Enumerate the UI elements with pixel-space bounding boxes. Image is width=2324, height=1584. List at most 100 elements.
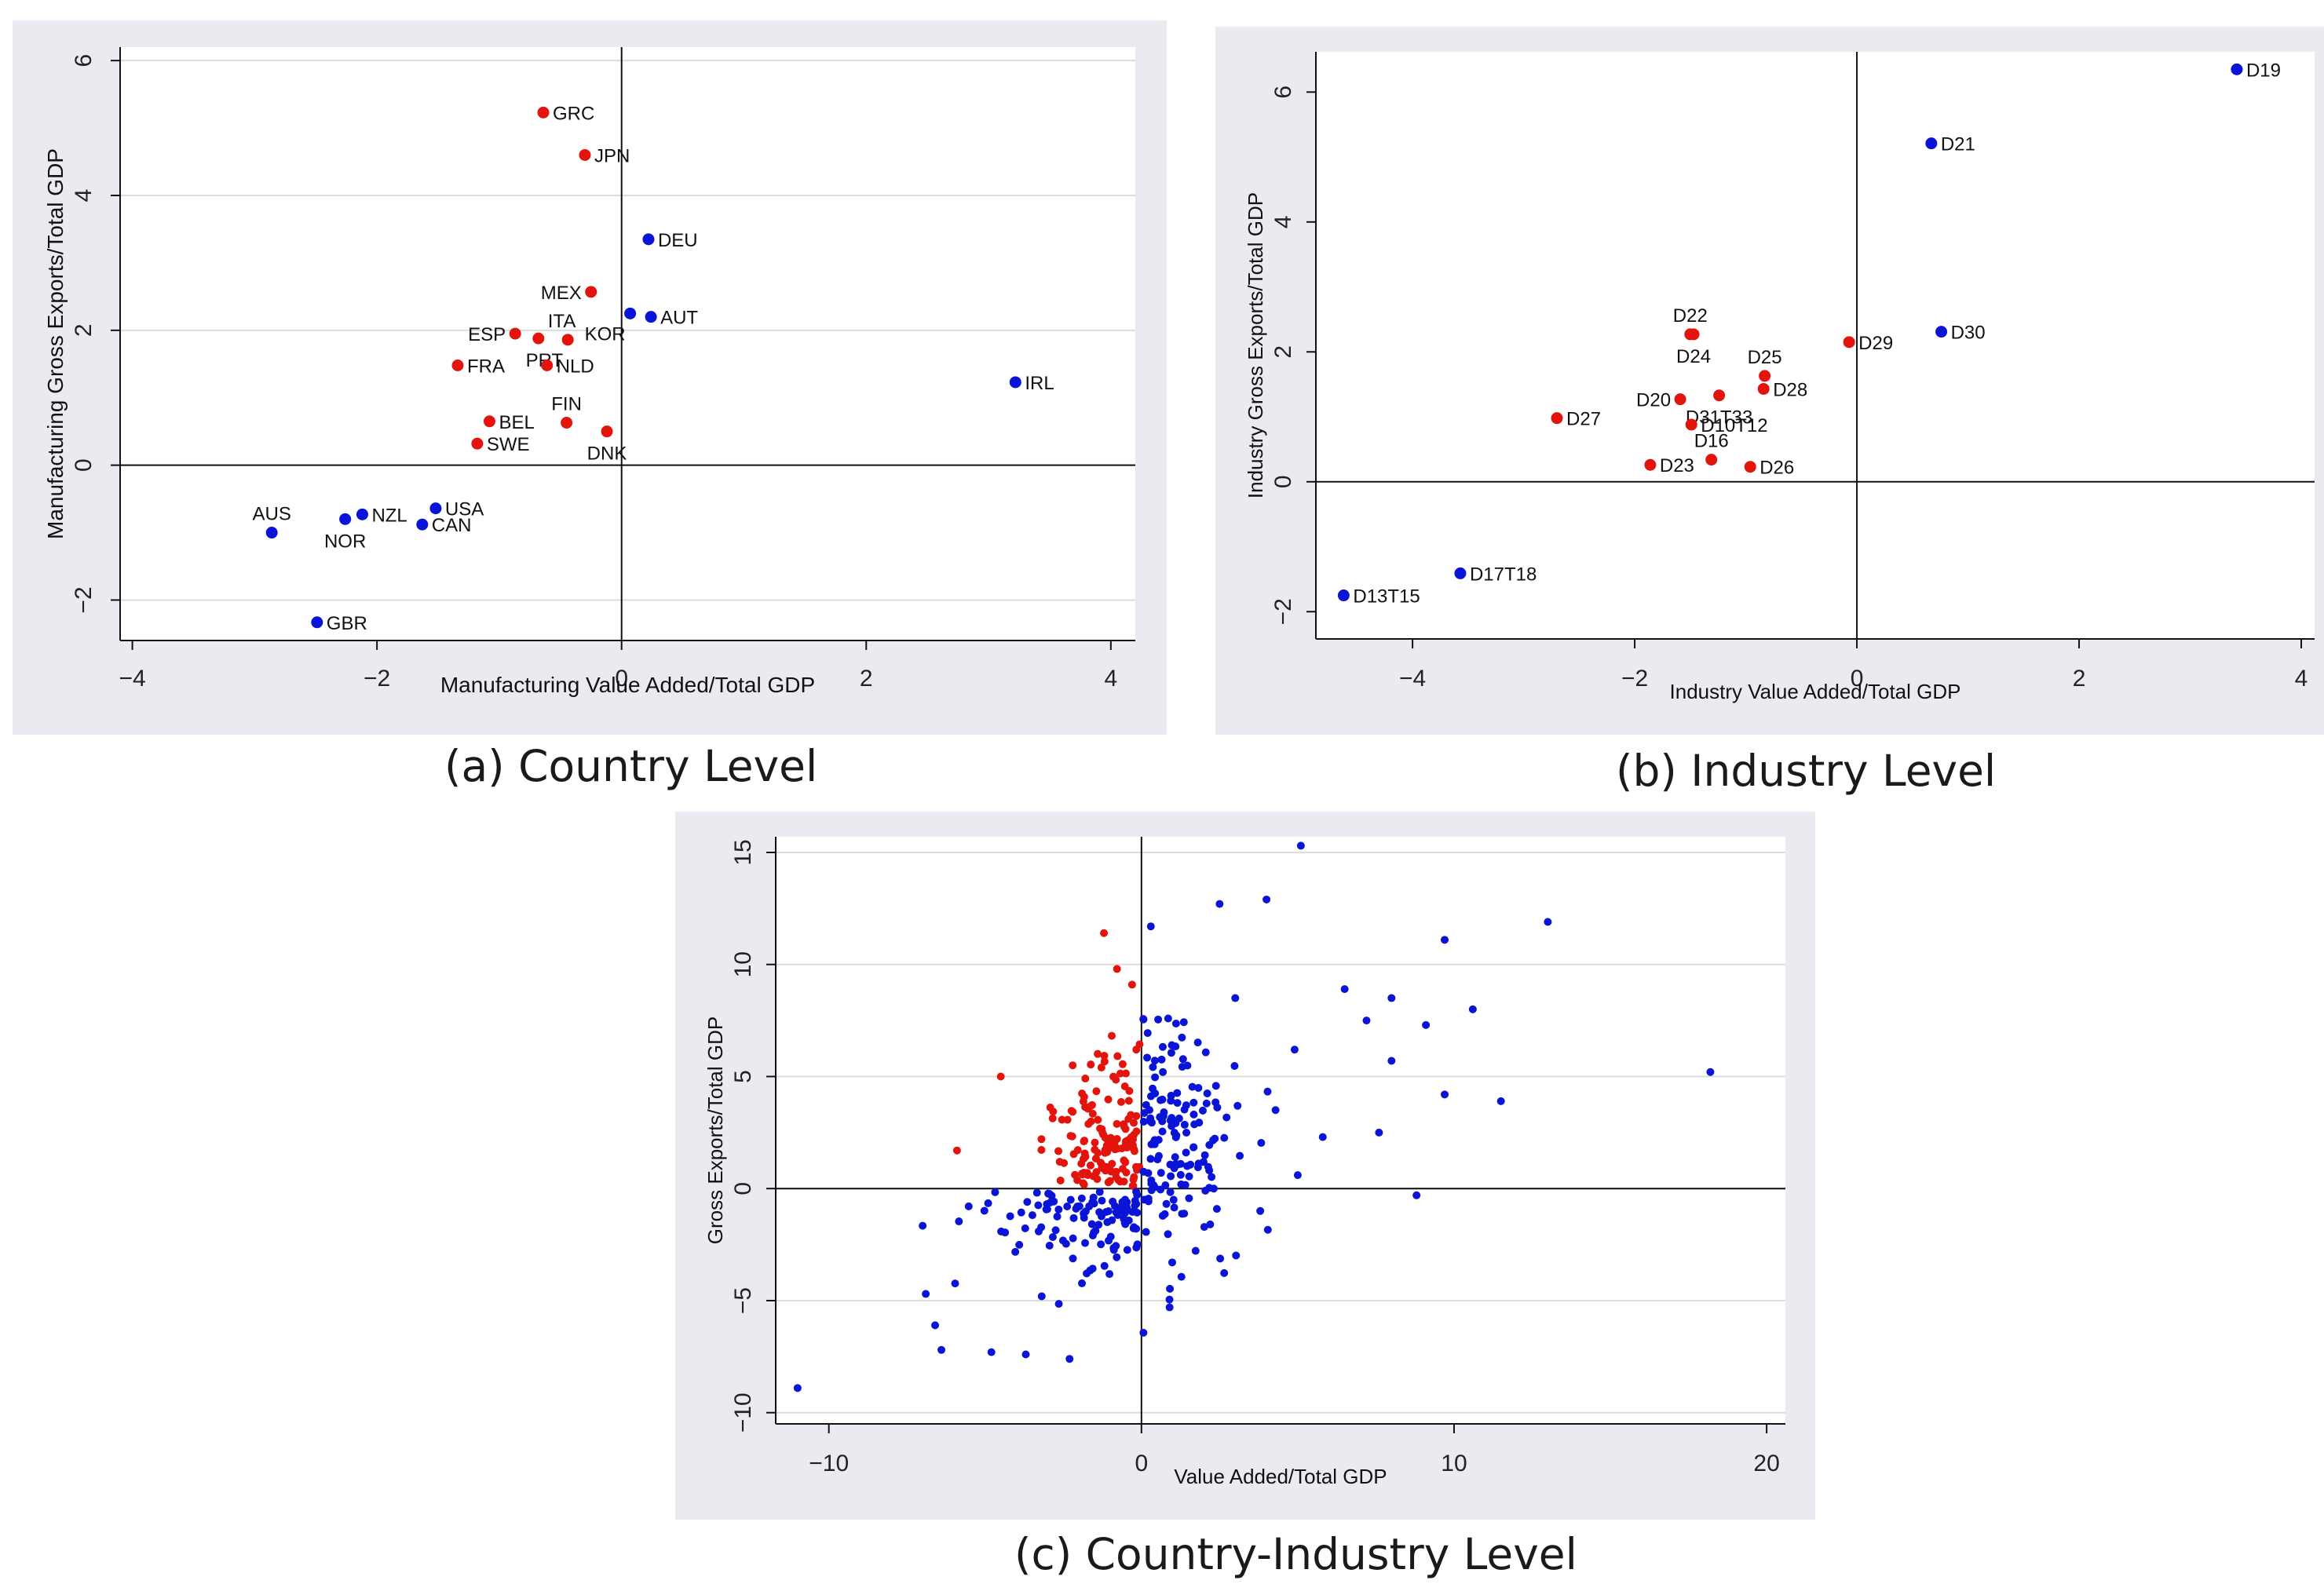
data-point	[1222, 1113, 1231, 1122]
data-point	[1198, 1106, 1207, 1115]
point-label: D21	[1941, 134, 1975, 155]
data-point	[1049, 1108, 1058, 1116]
data-point	[1206, 1220, 1215, 1228]
data-point	[984, 1199, 992, 1207]
data-point	[793, 1384, 802, 1392]
data-point	[1154, 1015, 1163, 1024]
y-tick-label: −10	[730, 1392, 756, 1433]
data-point	[1124, 1097, 1133, 1105]
point-label: D27	[1566, 409, 1601, 430]
data-point	[1100, 1057, 1109, 1066]
data-point	[1180, 1120, 1189, 1129]
point-label: MEX	[541, 283, 582, 304]
point-label: D19	[2246, 60, 2281, 81]
data-point	[1182, 1129, 1191, 1137]
caption-industry-level: (b) Industry Level	[1616, 746, 1997, 796]
data-point	[1201, 1048, 1210, 1057]
data-point	[1091, 1145, 1099, 1154]
data-point	[1843, 336, 1855, 349]
x-tick-label: −10	[809, 1451, 849, 1476]
data-point	[1021, 1224, 1029, 1232]
data-point	[952, 1146, 961, 1155]
data-point	[1089, 1172, 1098, 1181]
data-point	[1759, 370, 1771, 382]
data-point	[1096, 1124, 1105, 1133]
data-point	[1094, 1115, 1102, 1124]
data-point	[509, 327, 521, 340]
data-point	[1362, 1016, 1371, 1025]
data-point	[1011, 1247, 1020, 1256]
data-point	[1167, 1041, 1176, 1049]
data-point	[937, 1345, 946, 1354]
data-point	[1045, 1241, 1054, 1250]
data-point	[1257, 1139, 1266, 1148]
data-point	[1116, 1097, 1125, 1106]
point-label: D16	[1694, 431, 1729, 452]
data-point	[1387, 994, 1396, 1002]
caption-country-industry-level: (c) Country-Industry Level	[1014, 1529, 1577, 1579]
data-point	[1194, 1159, 1203, 1168]
data-point	[1015, 1240, 1024, 1249]
data-point	[1142, 1228, 1150, 1236]
point-label: BEL	[499, 412, 534, 433]
y-tick-label: 0	[71, 458, 97, 472]
data-point	[1102, 1208, 1110, 1217]
data-point	[1063, 1203, 1072, 1211]
data-point	[1125, 1086, 1134, 1095]
data-point	[1094, 1049, 1102, 1058]
y-tick-label: 6	[71, 54, 97, 68]
data-point	[1080, 1149, 1089, 1158]
data-point	[1172, 1131, 1181, 1140]
data-point	[1120, 1209, 1129, 1217]
y-tick-label: 0	[1270, 475, 1296, 488]
data-point	[1037, 1145, 1046, 1154]
data-point	[1109, 1246, 1118, 1254]
data-point	[1113, 1052, 1122, 1060]
data-point	[1146, 1117, 1155, 1126]
y-axis-title: Industry Gross Exports/Total GDP	[1244, 192, 1267, 498]
data-point	[1171, 1153, 1179, 1162]
y-tick-label: 4	[1270, 215, 1296, 228]
data-point	[1220, 1268, 1229, 1277]
point-label: D17T18	[1470, 564, 1537, 585]
caption-country-level: (a) Country Level	[444, 741, 818, 791]
point-label: DNK	[587, 443, 627, 465]
y-tick-label: 0	[730, 1182, 756, 1195]
data-point	[1009, 376, 1021, 389]
data-point	[1441, 1090, 1449, 1099]
data-point	[1236, 1152, 1244, 1160]
data-point	[1173, 1099, 1182, 1108]
data-point	[1075, 1202, 1083, 1210]
data-point	[624, 307, 637, 319]
data-point	[1170, 1203, 1178, 1212]
data-point	[1103, 1218, 1112, 1227]
data-point	[1094, 1221, 1103, 1229]
data-point	[1028, 1211, 1036, 1220]
data-point	[1200, 1223, 1208, 1232]
data-point	[1105, 1236, 1113, 1245]
data-point	[1182, 1148, 1190, 1157]
data-point	[1066, 1195, 1075, 1204]
data-point	[1104, 1095, 1113, 1104]
data-point	[1147, 1176, 1156, 1184]
data-point	[1200, 1151, 1209, 1159]
data-point	[991, 1188, 999, 1196]
x-tick-label: −2	[1621, 666, 1648, 692]
data-point	[1169, 1195, 1178, 1204]
data-point	[1080, 1214, 1088, 1222]
data-point	[1118, 1165, 1127, 1173]
point-label: D24	[1676, 346, 1711, 367]
point-label: D29	[1858, 333, 1893, 354]
data-point	[1744, 461, 1756, 473]
data-point	[429, 502, 442, 515]
data-point	[951, 1279, 959, 1288]
data-point	[1256, 1206, 1265, 1215]
data-point	[1375, 1128, 1383, 1137]
point-label: AUT	[660, 308, 698, 329]
data-point	[541, 359, 554, 371]
data-point	[1102, 1141, 1111, 1150]
data-point	[1162, 1199, 1171, 1208]
data-point	[1071, 1170, 1080, 1179]
data-point	[1124, 1136, 1132, 1144]
y-tick-label: 4	[71, 189, 97, 203]
